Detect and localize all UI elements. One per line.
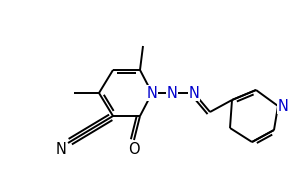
Text: N: N bbox=[278, 98, 289, 114]
Text: O: O bbox=[128, 142, 140, 157]
Text: N: N bbox=[147, 85, 158, 100]
Text: N: N bbox=[166, 85, 177, 100]
Text: N: N bbox=[56, 142, 66, 157]
Text: N: N bbox=[188, 85, 200, 100]
